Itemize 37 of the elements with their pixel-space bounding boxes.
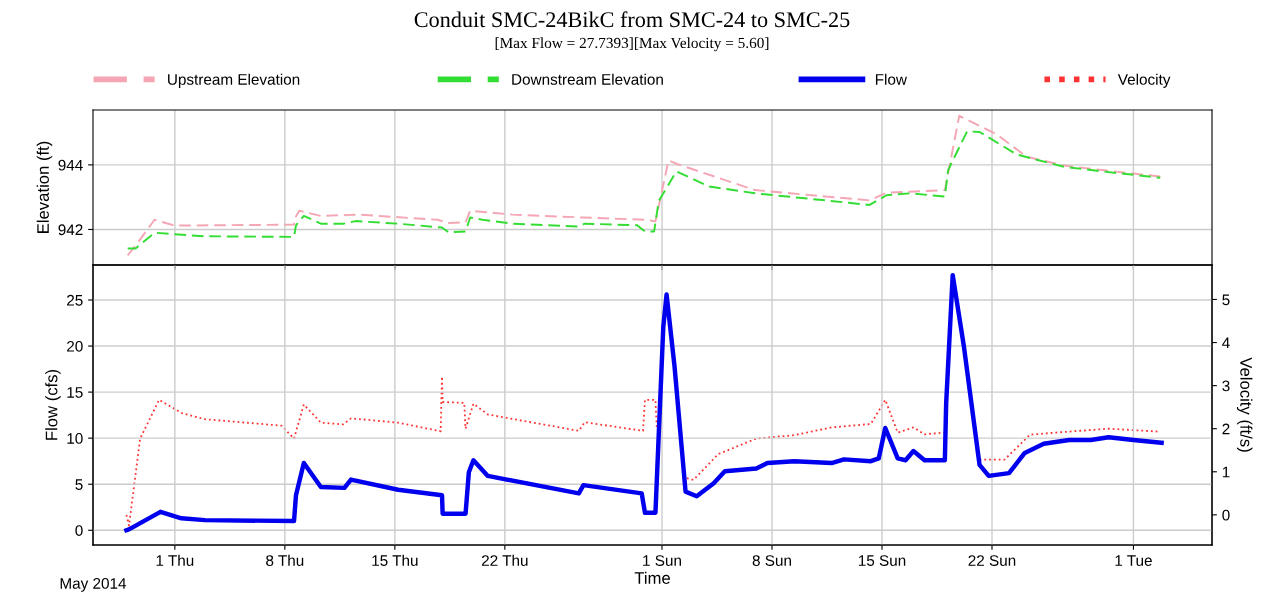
line-series	[126, 114, 1162, 257]
line-series	[126, 130, 1162, 250]
line-series	[124, 272, 1164, 533]
y-tick-label: 0	[75, 525, 83, 536]
y2-tick-label: 2	[1222, 423, 1230, 435]
y-axis-title: Flow (cfs)	[45, 369, 61, 440]
x-tick-label: 8 Thu	[266, 554, 304, 566]
text: May 2014	[60, 577, 127, 592]
y2-tick-label: 5	[1222, 294, 1230, 306]
y-tick-label: 942	[58, 224, 83, 236]
y-tick-label: 20	[67, 340, 83, 352]
chart-title: Conduit SMC-24BikC from SMC-24 to SMC-25	[414, 11, 850, 28]
x-tick-label: 22 Sun	[968, 555, 1016, 566]
y-tick-label: 10	[67, 433, 83, 444]
x-tick-label: 22 Thu	[481, 554, 528, 566]
y2-tick-label: 4	[1222, 337, 1230, 349]
chart-subtitle: [Max Flow = 27.7393][Max Velocity = 5.60]	[495, 37, 769, 52]
x-tick-label: 1 Thu	[156, 554, 194, 566]
x-axis-title: Time	[634, 571, 670, 584]
x-tick-label: 15 Sun	[858, 555, 906, 566]
y2-tick-label: 3	[1222, 380, 1230, 392]
legend-label: Upstream Elevation	[168, 73, 300, 88]
legend-label: Downstream Elevation	[512, 73, 663, 85]
y-axis-title: Elevation (ft)	[36, 141, 53, 233]
x-tick-label: 1 Sun	[643, 555, 681, 566]
x-tick-label: 15 Thu	[372, 554, 418, 566]
y-tick-label: 944	[58, 159, 83, 171]
x-tick-label: 1 Tue	[1115, 555, 1152, 566]
y2-axis-title: Velocity (ft/s)	[1236, 357, 1253, 452]
y-tick-label: 5	[75, 479, 83, 490]
legend-label: Velocity	[1117, 73, 1171, 88]
legend-label: Flow	[875, 73, 907, 85]
y2-tick-label: 1	[1222, 466, 1230, 478]
y2-tick-label: 0	[1222, 509, 1230, 521]
y-tick-label: 15	[67, 387, 83, 398]
y-tick-label: 25	[67, 294, 83, 306]
x-tick-label: 8 Sun	[752, 555, 791, 566]
